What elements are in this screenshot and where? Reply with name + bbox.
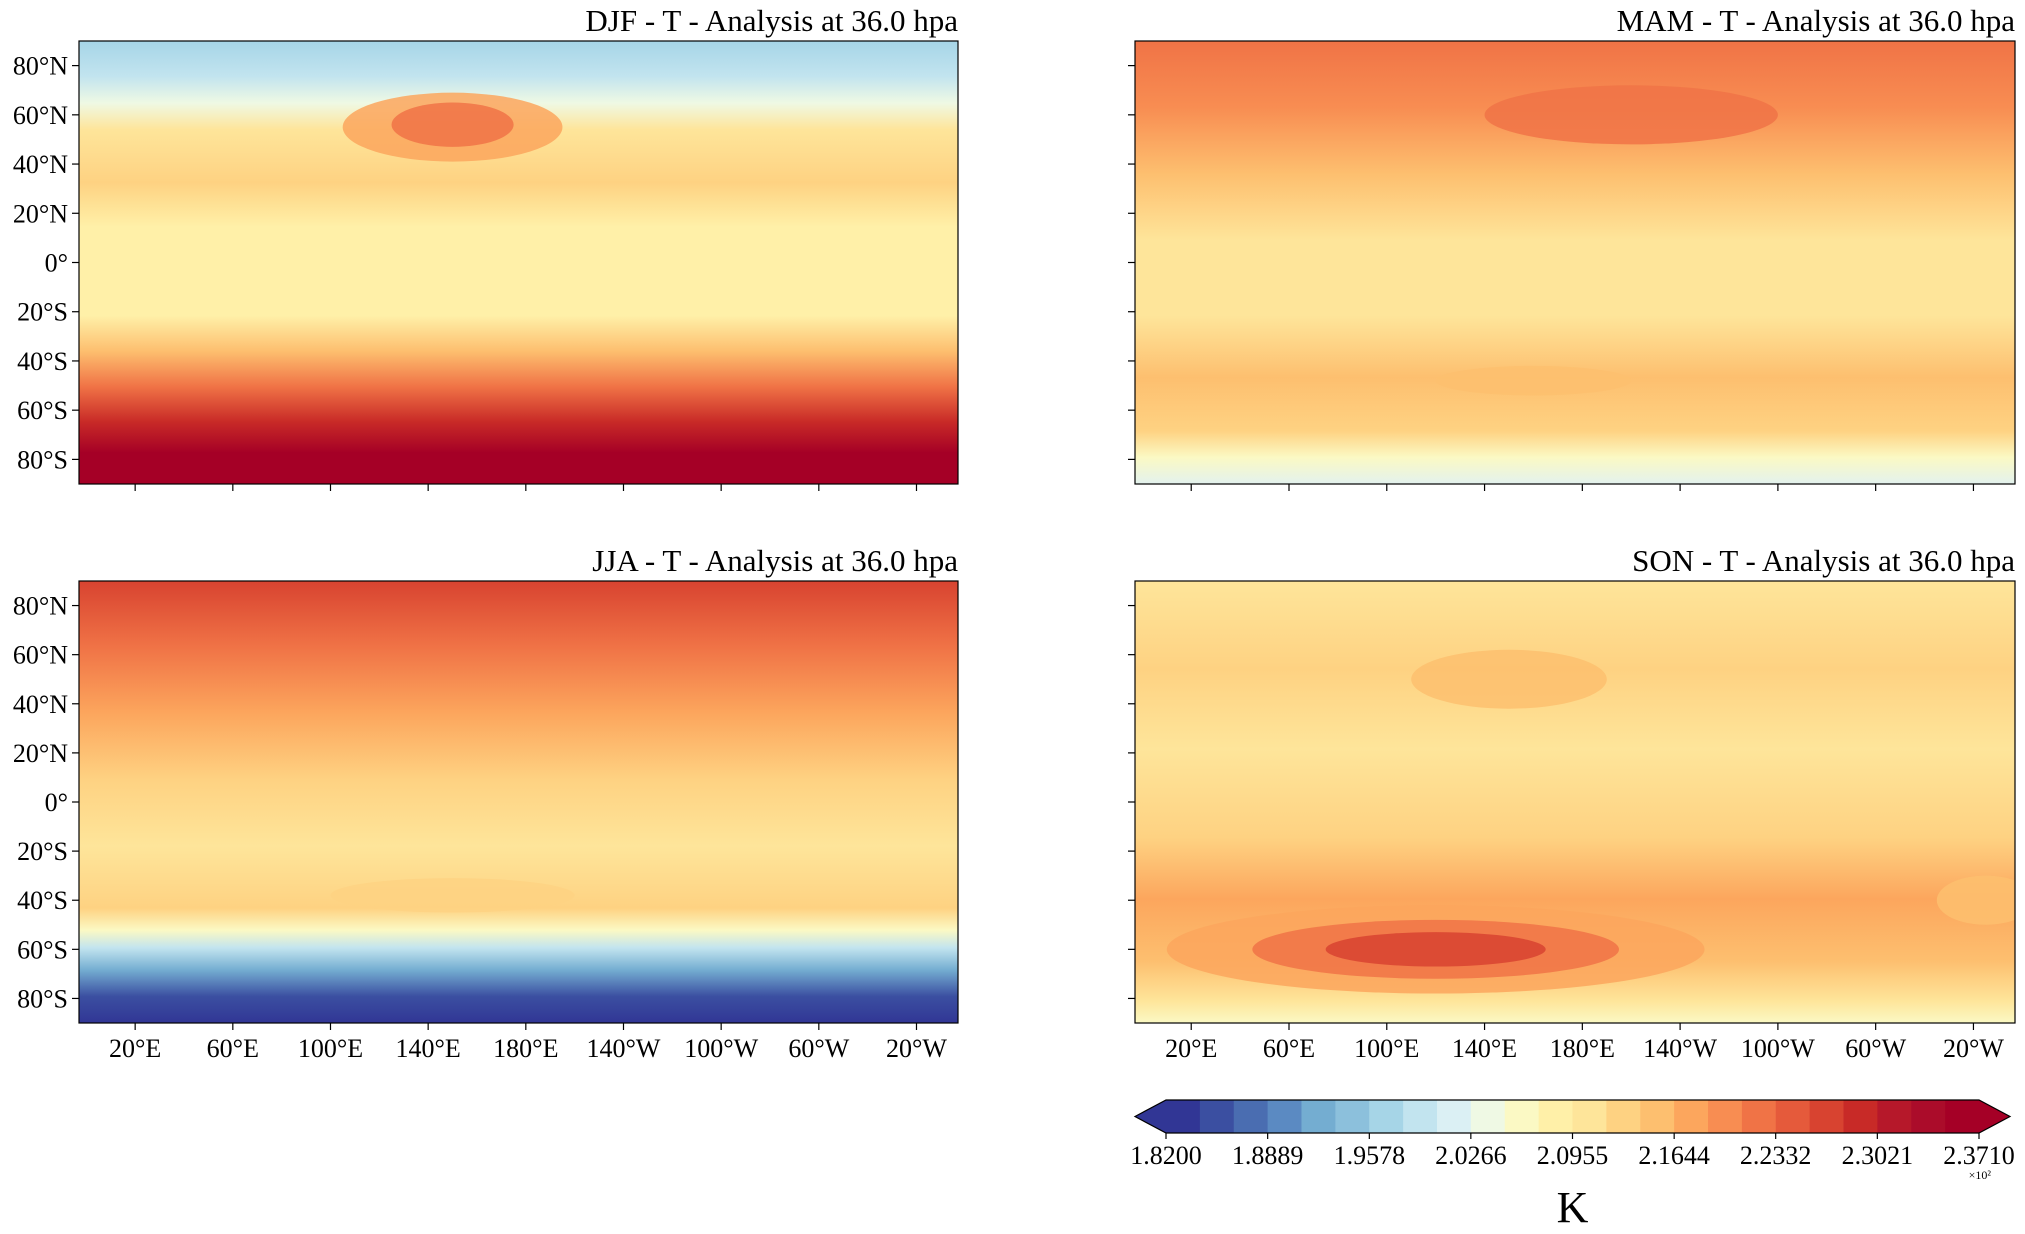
field-contour [1435, 365, 1632, 396]
panel-title: DJF - T - Analysis at 36.0 hpa [585, 3, 958, 38]
y-tick-label: 40°S [17, 347, 68, 376]
colorbar-segment [1166, 1100, 1201, 1133]
x-tick-label: 60°E [207, 1034, 259, 1063]
y-tick-label: 40°N [13, 690, 68, 719]
field-background [79, 581, 958, 1023]
field-contour [1411, 649, 1607, 709]
colorbar-tick-label: 1.9578 [1334, 1141, 1406, 1170]
colorbar-segment [1640, 1100, 1675, 1133]
y-tick-label: 0° [45, 788, 68, 817]
colorbar-segment [1741, 1100, 1777, 1133]
colorbar-segment [1572, 1100, 1607, 1133]
colorbar-tick-label: 2.1644 [1638, 1141, 1710, 1170]
colorbar-segment [1538, 1100, 1574, 1133]
colorbar-segment [1301, 1100, 1336, 1133]
field-contour [1936, 875, 2015, 925]
y-tick-label: 40°N [13, 150, 68, 179]
colorbar-segment [1437, 1100, 1472, 1133]
field-contour [391, 102, 514, 147]
y-tick-label: 20°S [17, 298, 68, 327]
x-tick-label: 140°E [396, 1034, 461, 1063]
field [79, 41, 958, 484]
x-tick-label: 100°E [298, 1034, 363, 1063]
colorbar-segment [1369, 1100, 1404, 1133]
colorbar-segment [1403, 1100, 1438, 1133]
y-tick-label: 80°S [17, 445, 68, 474]
x-tick-label: 100°W [1741, 1034, 1815, 1063]
x-tick-label: 20°W [1943, 1034, 2004, 1063]
colorbar-extend-low [1135, 1100, 1166, 1133]
field [79, 581, 958, 1023]
field-contour [1484, 85, 1778, 145]
x-tick-label: 60°E [1263, 1034, 1315, 1063]
colorbar-segment [1674, 1100, 1709, 1133]
x-tick-label: 140°E [1452, 1034, 1517, 1063]
y-tick-label: 60°S [17, 935, 68, 964]
colorbar-segment [1911, 1100, 1946, 1133]
y-tick-label: 20°N [13, 739, 68, 768]
colorbar-segment [1267, 1100, 1303, 1133]
colorbar-segment [1945, 1100, 1980, 1133]
field [1135, 41, 2015, 484]
colorbar-tick-label: 2.3021 [1842, 1141, 1914, 1170]
field-contour [330, 878, 575, 913]
colorbar-segment [1877, 1100, 1912, 1133]
x-tick-label: 180°E [1550, 1034, 1615, 1063]
colorbar-segment [1199, 1100, 1235, 1133]
colorbar-tick-label: 1.8200 [1130, 1141, 1202, 1170]
y-tick-label: 0° [45, 249, 68, 278]
y-tick-label: 60°N [13, 641, 68, 670]
y-tick-label: 80°N [13, 52, 68, 81]
x-tick-label: 140°W [1643, 1034, 1717, 1063]
y-tick-label: 20°S [17, 837, 68, 866]
x-tick-label: 100°E [1354, 1034, 1419, 1063]
colorbar-segment [1775, 1100, 1811, 1133]
panel-title: SON - T - Analysis at 36.0 hpa [1632, 543, 2015, 578]
y-tick-label: 80°N [13, 592, 68, 621]
colorbar-tick-label: 1.8889 [1232, 1141, 1304, 1170]
y-tick-label: 80°S [17, 984, 68, 1013]
y-tick-label: 40°S [17, 886, 68, 915]
x-tick-label: 180°E [493, 1034, 558, 1063]
x-tick-label: 60°W [1845, 1034, 1906, 1063]
colorbar-segment [1809, 1100, 1845, 1133]
colorbar-tick-label: 2.2332 [1740, 1141, 1812, 1170]
field [1135, 581, 2015, 1023]
colorbar-segment [1843, 1100, 1878, 1133]
colorbar-segment [1470, 1100, 1506, 1133]
panel-title: MAM - T - Analysis at 36.0 hpa [1617, 3, 2016, 38]
colorbar-segment [1335, 1100, 1370, 1133]
x-tick-label: 60°W [788, 1034, 849, 1063]
x-tick-label: 20°E [1165, 1034, 1217, 1063]
colorbar-segment [1233, 1100, 1269, 1133]
colorbar-tick-label: 2.3710 [1943, 1141, 2015, 1170]
x-tick-label: 140°W [587, 1034, 661, 1063]
colorbar-segment [1504, 1100, 1540, 1133]
colorbar-offset: ×10² [1969, 1168, 1992, 1182]
colorbar-tick-label: 2.0266 [1435, 1141, 1507, 1170]
y-tick-label: 60°N [13, 101, 68, 130]
colorbar-extend-high [1979, 1100, 2010, 1133]
x-tick-label: 20°E [109, 1034, 161, 1063]
x-tick-label: 100°W [684, 1034, 758, 1063]
y-tick-label: 60°S [17, 396, 68, 425]
colorbar-segment [1606, 1100, 1641, 1133]
x-tick-label: 20°W [886, 1034, 947, 1063]
y-tick-label: 20°N [13, 199, 68, 228]
colorbar-tick-label: 2.0955 [1537, 1141, 1609, 1170]
colorbar-segment [1708, 1100, 1743, 1133]
colorbar-label: K [1557, 1183, 1589, 1232]
field-contour [1325, 932, 1546, 967]
panel-title: JJA - T - Analysis at 36.0 hpa [592, 543, 958, 578]
